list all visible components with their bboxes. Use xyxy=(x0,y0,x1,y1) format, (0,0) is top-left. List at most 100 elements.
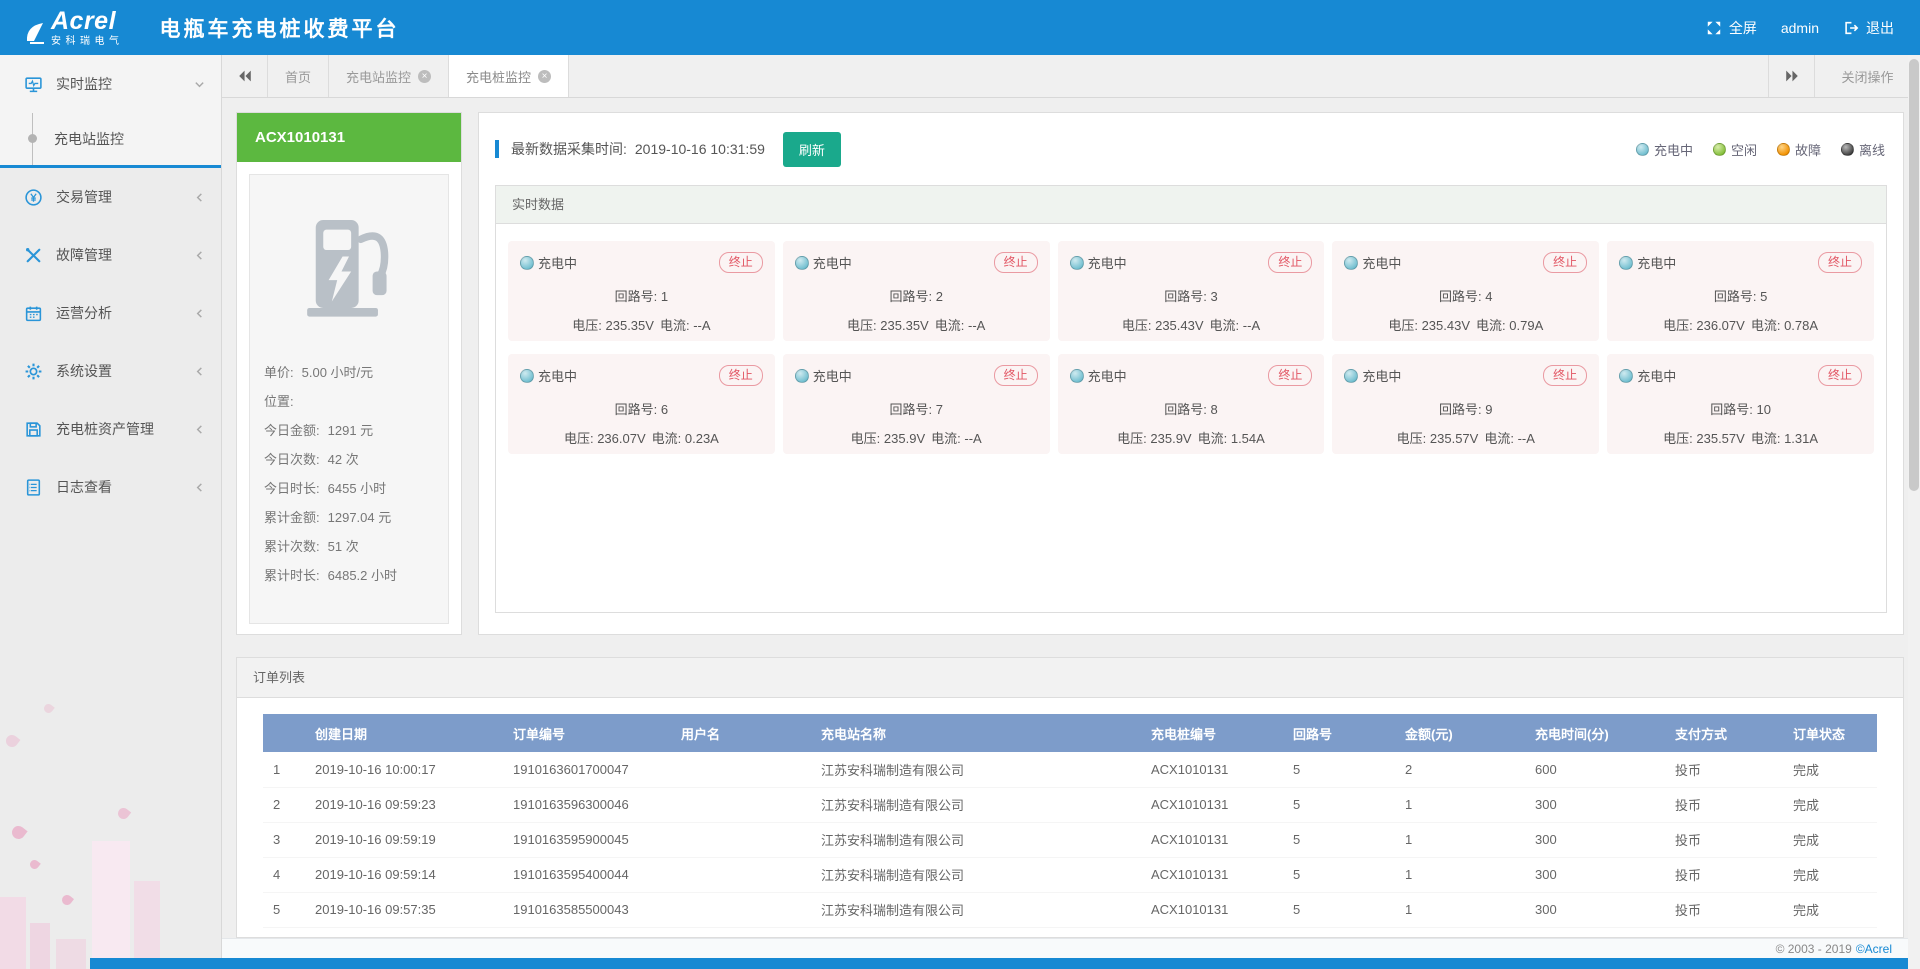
brand-name: Acrel xyxy=(51,9,124,34)
fault-status-icon xyxy=(1777,143,1790,156)
vertical-scrollbar[interactable] xyxy=(1908,55,1920,969)
charging-status-icon xyxy=(1070,256,1084,270)
stat-value: 42 次 xyxy=(328,449,359,468)
chevron-left-icon xyxy=(194,192,205,203)
column-header: 支付方式 xyxy=(1665,714,1783,752)
terminate-button[interactable]: 终止 xyxy=(719,365,763,386)
order-row: 22019-10-16 09:59:231910163596300046江苏安科… xyxy=(263,787,1877,822)
realtime-data-box: 实时数据 充电中终止 回路号: 1 电压: 235.35V电流: --A 充电中… xyxy=(495,185,1887,613)
charging-status-icon xyxy=(520,256,534,270)
fullscreen-button[interactable]: 全屏 xyxy=(1706,18,1757,38)
idle-status-icon xyxy=(1713,143,1726,156)
terminate-button[interactable]: 终止 xyxy=(1268,365,1312,386)
charging-pile-card: 充电中终止 回路号: 9 电压: 235.57V电流: --A xyxy=(1332,354,1599,454)
legend-label: 充电中 xyxy=(1654,140,1693,159)
sidebar-item-log-viewer[interactable]: 日志查看 xyxy=(0,458,221,516)
column-header: 回路号 xyxy=(1283,714,1395,752)
page-title: 电瓶车充电桩收费平台 xyxy=(160,13,400,43)
sidebar-item-label: 交易管理 xyxy=(56,187,112,207)
sidebar-item-system-settings[interactable]: 系统设置 xyxy=(0,342,221,400)
circuit-number: 回路号: 10 xyxy=(1619,399,1862,418)
charging-status-icon xyxy=(1636,143,1649,156)
charging-pile-card: 充电中终止 回路号: 1 电压: 235.35V电流: --A xyxy=(508,241,775,341)
close-operations-button[interactable]: 关闭操作 xyxy=(1814,55,1920,97)
tabs-scroll-left-button[interactable] xyxy=(222,55,268,97)
voltage-current: 电压: 235.57V电流: --A xyxy=(1344,428,1587,447)
tab-home[interactable]: 首页 xyxy=(268,55,329,97)
stat-value: 1297.04 元 xyxy=(328,507,392,526)
brand-subtitle: 安科瑞电气 xyxy=(51,37,124,47)
circuit-number: 回路号: 7 xyxy=(795,399,1038,418)
tab-charging-pile-monitor[interactable]: 充电桩监控 × xyxy=(449,55,569,97)
tab-charging-station-monitor[interactable]: 充电站监控 × xyxy=(329,55,449,97)
column-header: 订单状态 xyxy=(1783,714,1877,752)
sidebar-item-fault-management[interactable]: 故障管理 xyxy=(0,226,221,284)
username-menu[interactable]: admin xyxy=(1781,20,1819,36)
column-header: 充电站名称 xyxy=(811,714,1141,752)
voltage-current: 电压: 235.9V电流: 1.54A xyxy=(1070,428,1313,447)
card-status-label: 充电中 xyxy=(538,253,577,272)
orders-panel: 订单列表 创建日期 订单编号 用户名 xyxy=(236,657,1904,938)
stat-label: 今日次数: xyxy=(264,449,320,468)
voltage-current: 电压: 235.35V电流: --A xyxy=(795,315,1038,334)
sidebar-item-operation-analysis[interactable]: 运营分析 xyxy=(0,284,221,342)
station-stats: 单价:5.00 小时/元 位置: 今日金额:1291 元 今日次数:42 次 今… xyxy=(250,353,448,589)
chevron-left-icon xyxy=(194,250,205,261)
sidebar-item-label: 运营分析 xyxy=(56,303,112,323)
circuit-number: 回路号: 5 xyxy=(1619,286,1862,305)
acrel-link[interactable]: ©Acrel xyxy=(1856,942,1892,956)
tab-label: 充电桩监控 xyxy=(466,67,531,86)
stat-label: 今日金额: xyxy=(264,420,320,439)
refresh-button[interactable]: 刷新 xyxy=(783,132,841,167)
legend-label: 离线 xyxy=(1859,140,1885,159)
fullscreen-icon xyxy=(1706,20,1722,36)
terminate-button[interactable]: 终止 xyxy=(994,365,1038,386)
column-header: 充电桩编号 xyxy=(1141,714,1283,752)
sidebar-item-transaction-management[interactable]: 交易管理 xyxy=(0,168,221,226)
chevron-down-icon xyxy=(194,79,205,90)
sidebar-item-realtime-monitor[interactable]: 实时监控 xyxy=(0,55,221,113)
tab-close-icon[interactable]: × xyxy=(538,70,551,83)
station-id-header: ACX1010131 xyxy=(237,113,461,162)
terminate-button[interactable]: 终止 xyxy=(1268,252,1312,273)
top-header: Acrel 安科瑞电气 电瓶车充电桩收费平台 全屏 admin 退出 xyxy=(0,0,1920,55)
logout-button[interactable]: 退出 xyxy=(1843,18,1894,38)
scrollbar-thumb[interactable] xyxy=(1909,59,1919,491)
charging-status-icon xyxy=(795,369,809,383)
terminate-button[interactable]: 终止 xyxy=(1818,252,1862,273)
charging-pile-card: 充电中终止 回路号: 5 电压: 236.07V电流: 0.78A xyxy=(1607,241,1874,341)
tab-bar: 首页 充电站监控 × 充电桩监控 × 关闭操作 xyxy=(222,55,1920,98)
tab-close-icon[interactable]: × xyxy=(418,70,431,83)
stat-label: 位置: xyxy=(264,391,294,410)
terminate-button[interactable]: 终止 xyxy=(1543,252,1587,273)
username-label: admin xyxy=(1781,20,1819,36)
log-document-icon xyxy=(24,478,43,497)
sidebar-item-pile-asset-management[interactable]: 充电桩资产管理 xyxy=(0,400,221,458)
terminate-button[interactable]: 终止 xyxy=(1818,365,1862,386)
sidebar-item-charging-station-monitor[interactable]: 充电站监控 xyxy=(0,113,221,165)
stat-value: 1291 元 xyxy=(328,420,374,439)
terminate-button[interactable]: 终止 xyxy=(1543,365,1587,386)
charging-pile-card: 充电中终止 回路号: 2 电压: 235.35V电流: --A xyxy=(783,241,1050,341)
station-info-box: 单价:5.00 小时/元 位置: 今日金额:1291 元 今日次数:42 次 今… xyxy=(249,174,449,624)
charging-status-icon xyxy=(1070,369,1084,383)
card-status-label: 充电中 xyxy=(1637,253,1676,272)
card-status-label: 充电中 xyxy=(1637,366,1676,385)
card-status-label: 充电中 xyxy=(1088,253,1127,272)
monitor-icon xyxy=(24,75,43,94)
column-header: 充电时间(分) xyxy=(1525,714,1665,752)
legend-label: 故障 xyxy=(1795,140,1821,159)
voltage-current: 电压: 235.57V电流: 1.31A xyxy=(1619,428,1862,447)
accent-bar xyxy=(495,140,499,158)
orders-table-header-row: 创建日期 订单编号 用户名 充电站名称 充电桩编号 回路号 金额(元) 充电时间… xyxy=(263,714,1877,752)
realtime-panel: 最新数据采集时间: 2019-10-16 10:31:59 刷新 充电中 空闲 … xyxy=(478,112,1904,635)
terminate-button[interactable]: 终止 xyxy=(719,252,763,273)
terminate-button[interactable]: 终止 xyxy=(994,252,1038,273)
offline-status-icon xyxy=(1841,143,1854,156)
tabs-scroll-right-button[interactable] xyxy=(1768,55,1814,97)
stat-value: 6485.2 小时 xyxy=(328,565,397,584)
charging-pile-card: 充电中终止 回路号: 6 电压: 236.07V电流: 0.23A xyxy=(508,354,775,454)
voltage-current: 电压: 235.43V电流: 0.79A xyxy=(1344,315,1587,334)
realtime-section-title: 实时数据 xyxy=(496,186,1886,224)
charging-pile-card: 充电中 终止 回路号: 10 电压: 235.57V电流: 1.31A xyxy=(1607,354,1874,454)
